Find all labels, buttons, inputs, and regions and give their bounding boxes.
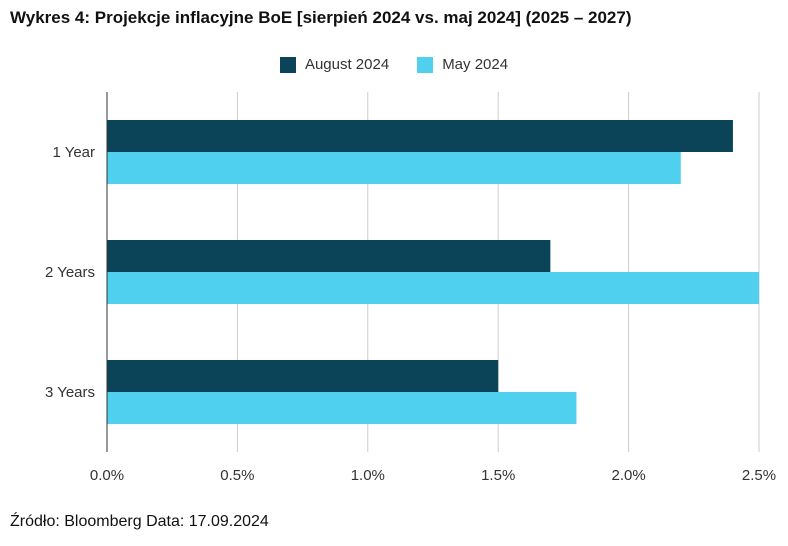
legend-swatch-august <box>279 56 296 73</box>
legend-swatch-may <box>417 56 434 73</box>
y-category-label: 3 Years <box>45 384 95 401</box>
x-tick-label: 2.0% <box>611 467 645 484</box>
bar-august <box>107 360 499 392</box>
x-tick-label: 0.0% <box>90 467 124 484</box>
source-note: Źródło: Bloomberg Data: 17.09.2024 <box>10 513 269 530</box>
x-tick-label: 0.5% <box>220 467 254 484</box>
legend-item-august: August 2024 <box>279 56 390 73</box>
legend-item-may: May 2024 <box>417 56 508 73</box>
bar-may <box>107 152 681 184</box>
chart-title: Wykres 4: Projekcje inflacyjne BoE [sier… <box>10 8 632 27</box>
y-category-label: 1 Year <box>52 144 95 161</box>
y-category-label: 2 Years <box>45 264 95 281</box>
legend: August 2024 May 2024 <box>0 56 788 73</box>
x-tick-label: 2.5% <box>742 467 776 484</box>
bar-august <box>107 240 551 272</box>
legend-label-august: August 2024 <box>304 56 390 73</box>
x-tick-label: 1.5% <box>481 467 515 484</box>
legend-label-may: May 2024 <box>442 56 509 73</box>
bar-may <box>107 272 759 304</box>
bar-may <box>107 392 577 424</box>
bar-august <box>107 120 733 152</box>
x-tick-label: 1.0% <box>351 467 385 484</box>
